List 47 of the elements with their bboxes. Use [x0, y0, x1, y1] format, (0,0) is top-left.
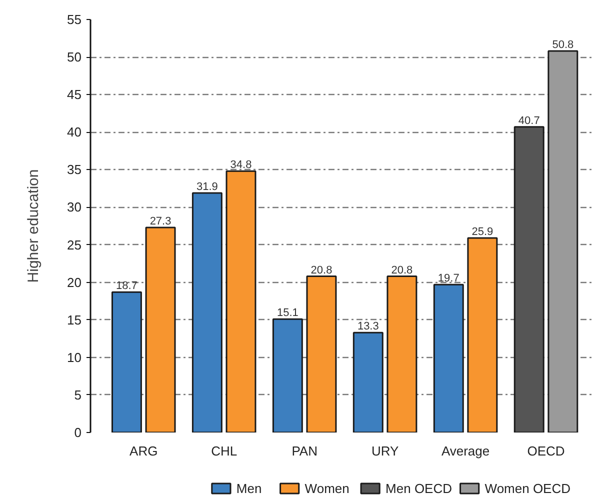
data-label: 50.8 [552, 39, 574, 52]
bar [352, 332, 384, 432]
y-axis-title: Higher education [25, 169, 42, 283]
y-tick-label: 10 [67, 350, 82, 365]
bar [306, 276, 337, 432]
legend-label: Men OECD [386, 481, 452, 496]
legend-label: Women [304, 481, 350, 496]
bar [226, 170, 256, 432]
data-label: 34.8 [230, 159, 252, 172]
y-tick-label: 15 [67, 312, 82, 328]
y-tick-label: 5 [74, 387, 82, 402]
bar [467, 237, 498, 432]
y-tick-label: 40 [67, 124, 82, 140]
legend-label: Women OECD [484, 481, 571, 496]
data-label: 15.1 [276, 307, 298, 320]
y-tick-label: 45 [67, 87, 82, 102]
bar [433, 284, 464, 432]
bar [548, 50, 578, 432]
y-tick-label: 20 [67, 274, 82, 290]
y-tick-label: 55 [67, 12, 82, 27]
bar [386, 276, 418, 432]
data-label: 40.7 [518, 114, 540, 127]
y-tick-label: 50 [67, 50, 82, 65]
x-tick-label: OECD [527, 444, 565, 458]
bar [111, 291, 142, 432]
data-label: 20.8 [310, 264, 332, 276]
y-tick-label: 0 [74, 425, 82, 440]
x-tick-label: Average [441, 444, 490, 458]
x-tick-label: CHL [211, 444, 238, 458]
data-label: 27.3 [150, 216, 172, 228]
y-tick-label: 30 [67, 200, 82, 215]
data-label: 20.8 [391, 264, 413, 276]
data-label: 18.7 [116, 280, 138, 292]
data-label: 25.9 [472, 226, 494, 238]
data-label: 19.7 [438, 272, 460, 285]
legend-label: Men [236, 481, 262, 496]
x-tick-label: URY [371, 444, 399, 458]
y-tick-label: 25 [67, 237, 82, 252]
data-label: 31.9 [196, 180, 218, 193]
bar [272, 318, 303, 432]
x-tick-label: ARG [130, 444, 158, 458]
x-tick-label: PAN [292, 444, 318, 458]
data-label: 13.3 [357, 320, 379, 333]
bar [145, 226, 176, 432]
y-tick-label: 35 [67, 162, 82, 178]
bar [192, 192, 222, 432]
bar [514, 126, 544, 432]
